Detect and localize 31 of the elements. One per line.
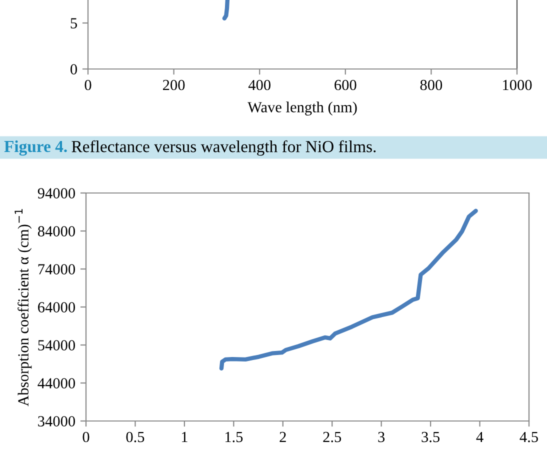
y-tick-label: 84000: [38, 226, 75, 236]
x-tick-label: 4.5: [520, 432, 538, 442]
x-tick-label: 1: [182, 432, 188, 442]
line-series: [222, 0, 230, 20]
line-series: [219, 208, 478, 371]
x-axis-title: Wave length (nm): [248, 102, 357, 116]
x-tick-label: 600: [334, 80, 356, 90]
x-tick-label: 1.5: [225, 432, 243, 442]
x-tick-label: 2.5: [323, 432, 342, 442]
y-tick-label: 0: [70, 64, 77, 74]
y-tick-label: 34000: [38, 416, 75, 426]
x-tick-label: 0: [84, 80, 92, 90]
x-tick-label: 0.5: [126, 432, 144, 442]
y-tick-label: 54000: [38, 340, 75, 350]
x-tick-label: 800: [420, 80, 442, 90]
y-tick-label: 5: [70, 18, 77, 28]
y-tick-label: 74000: [38, 264, 75, 274]
text: Reflectance versus wavelength for NiO films.: [72, 140, 376, 156]
x-tick-label: 3.5: [422, 432, 440, 442]
y-tick-label: 94000: [38, 188, 75, 198]
x-tick-label: 4: [476, 432, 484, 442]
y-tick-label: 44000: [38, 378, 75, 388]
x-tick-label: 3: [378, 432, 385, 442]
y-tick-label: 64000: [38, 302, 75, 312]
x-tick-label: 2: [280, 432, 286, 442]
x-tick-label: 200: [163, 80, 185, 90]
y-axis-title: Absorption coefficient α (cm)$^{−1}$: [14, 209, 32, 406]
x-tick-label: 400: [248, 80, 270, 90]
caption: Figure 4.: [4, 140, 67, 156]
x-tick-label: 0: [82, 432, 90, 442]
x-tick-label: 1000: [503, 80, 532, 90]
